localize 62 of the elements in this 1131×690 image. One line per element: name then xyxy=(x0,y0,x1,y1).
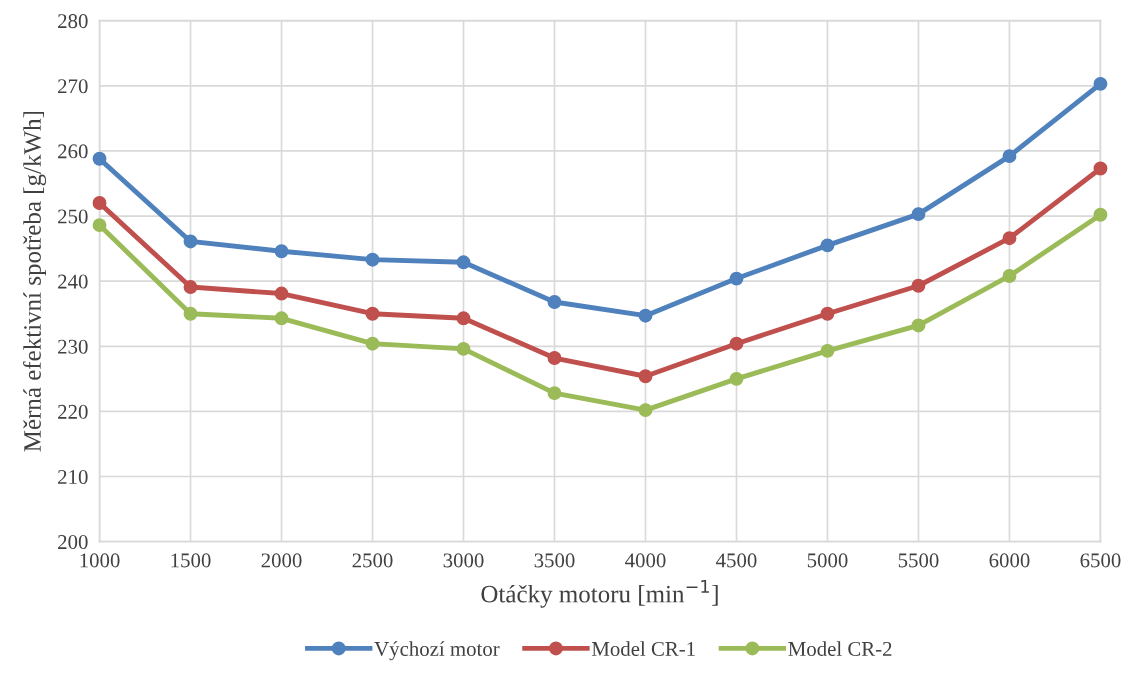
point xyxy=(456,311,471,326)
point xyxy=(638,369,653,384)
y-tick-label: 270 xyxy=(58,79,88,94)
x-tick-label: 3500 xyxy=(534,553,575,568)
x-tick-label: 1500 xyxy=(171,553,211,568)
y-tick-label: 210 xyxy=(58,469,88,484)
point xyxy=(1093,76,1108,91)
point xyxy=(547,386,562,401)
point xyxy=(547,295,562,309)
point xyxy=(729,336,744,351)
point xyxy=(820,238,835,253)
point xyxy=(183,306,198,321)
point xyxy=(1093,207,1108,222)
y-tick-label: 220 xyxy=(58,404,88,419)
point xyxy=(820,306,835,321)
legend-label: Výchozí motor xyxy=(374,641,500,661)
y-tick-label: 200 xyxy=(58,535,88,550)
x-tick-label: 4000 xyxy=(625,553,666,568)
point xyxy=(638,403,653,418)
point xyxy=(1002,269,1017,283)
point xyxy=(638,308,653,323)
point xyxy=(365,306,380,321)
point xyxy=(729,271,744,286)
legend-label: Model CR-2 xyxy=(788,641,892,656)
y-tick-label: 240 xyxy=(58,274,88,289)
point xyxy=(729,371,744,386)
x-tick-label: 2500 xyxy=(352,553,393,568)
y-tick-label: 250 xyxy=(58,209,88,224)
y-tick-label: 260 xyxy=(58,144,88,159)
point xyxy=(911,318,926,333)
y-axis-title: Měrná efektivní spotřeba [g/kWh] xyxy=(23,111,47,452)
point xyxy=(274,244,289,259)
point xyxy=(183,234,198,249)
x-axis-title: Otáčky motoru [min$^{−1}$] xyxy=(481,579,718,608)
x-tick-label: 6000 xyxy=(989,553,1030,568)
point xyxy=(274,286,289,301)
point xyxy=(547,351,562,365)
x-tick-label: 5000 xyxy=(807,553,848,568)
x-tick-label: 6500 xyxy=(1080,553,1121,568)
point xyxy=(365,252,380,267)
point xyxy=(92,196,107,210)
point xyxy=(1093,161,1108,176)
point xyxy=(1002,149,1017,164)
point xyxy=(92,151,107,166)
point xyxy=(820,343,835,358)
point xyxy=(274,311,289,326)
x-tick-label: 2000 xyxy=(261,553,302,568)
point xyxy=(365,336,380,351)
point xyxy=(1002,231,1017,246)
point xyxy=(456,255,471,270)
x-tick-label: 5500 xyxy=(898,553,939,568)
point xyxy=(911,278,926,293)
y-tick-label: 230 xyxy=(58,339,88,354)
x-tick-label: 3000 xyxy=(443,553,484,568)
y-tick-label: 280 xyxy=(58,14,88,29)
point xyxy=(911,207,926,222)
x-tick-label: 4500 xyxy=(716,553,757,568)
point xyxy=(456,341,471,356)
legend-label: Model CR-1 xyxy=(591,641,695,656)
point xyxy=(183,280,198,294)
x-tick-label: 1000 xyxy=(80,553,120,568)
point xyxy=(92,218,107,233)
